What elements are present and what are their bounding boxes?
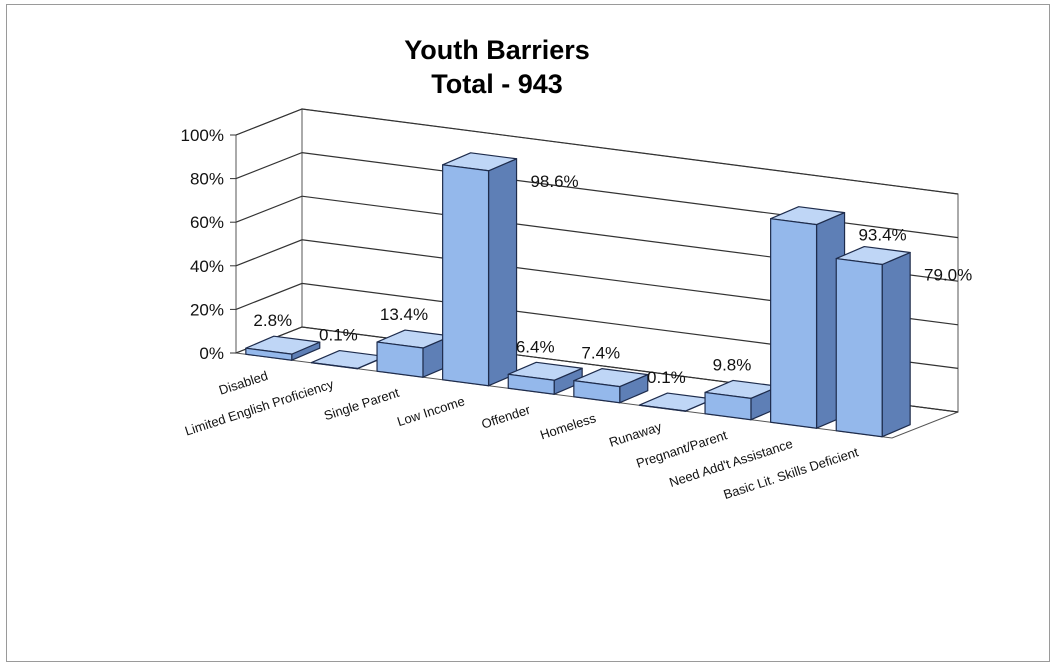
bar-top (310, 349, 386, 370)
data-label: 0.1% (647, 368, 686, 387)
y-tick-label: 80% (190, 170, 224, 189)
x-tick-label: Runaway (607, 419, 664, 450)
y-tick-label: 0% (199, 344, 224, 363)
bar (442, 152, 518, 387)
bar-front (310, 361, 358, 370)
bar (376, 329, 452, 378)
data-label: 2.8% (253, 311, 292, 330)
bar-front (835, 257, 883, 438)
bar (507, 361, 583, 395)
y-tick-label: 40% (190, 257, 224, 276)
data-label: 9.8% (713, 355, 752, 374)
data-labels: 2.8% 0.1% 13.4% 98.6% 6.4% 7.4% 0.1% 9.8% 93.4% 7… (253, 172, 972, 387)
bar-side (881, 251, 911, 438)
bar-front (245, 347, 293, 361)
data-label: 6.4% (516, 337, 555, 356)
bar (770, 206, 846, 429)
data-label: 79.0% (924, 266, 972, 285)
bar-front (704, 391, 752, 421)
gridline (235, 239, 959, 326)
gridline (235, 282, 959, 369)
bar-front (507, 373, 555, 395)
data-label: 13.4% (380, 305, 428, 324)
data-label: 7.4% (581, 344, 620, 363)
chart-title-line: Youth Barriers (404, 35, 590, 65)
bar-front (442, 164, 490, 387)
chart-subtitle-line: Total - 943 (431, 69, 563, 99)
bar (310, 349, 386, 370)
bars (245, 152, 911, 438)
x-tick-label: Limited English Proficiency (183, 376, 336, 438)
x-tick-label: Disabled (217, 368, 270, 398)
data-label: 93.4% (858, 226, 906, 245)
bar-top (638, 392, 714, 412)
y-tick-label: 100% (181, 126, 224, 145)
bar-side (487, 158, 518, 387)
bar-front (638, 404, 686, 412)
gridline (235, 151, 959, 239)
y-axis-ticks: 0% 20% 40% 60% 80% 100% (181, 126, 236, 363)
y-tick-label: 60% (190, 213, 224, 232)
bar-front (376, 341, 424, 378)
bar (573, 368, 649, 404)
chart-title: Youth Barriers Total - 943 (7, 33, 987, 101)
bar-front (573, 380, 621, 404)
data-label: 98.6% (530, 172, 578, 191)
x-tick-label: Offender (480, 402, 533, 432)
x-tick-label: Homeless (538, 410, 598, 442)
bar (638, 392, 714, 412)
bar (704, 379, 780, 421)
gridline (235, 195, 959, 282)
data-label: 0.1% (319, 326, 358, 345)
bar-front (770, 218, 818, 429)
x-tick-label: Low Income (395, 393, 466, 429)
bar (835, 245, 911, 438)
bar (245, 335, 321, 361)
gridline (235, 108, 959, 195)
y-tick-label: 20% (190, 300, 224, 319)
